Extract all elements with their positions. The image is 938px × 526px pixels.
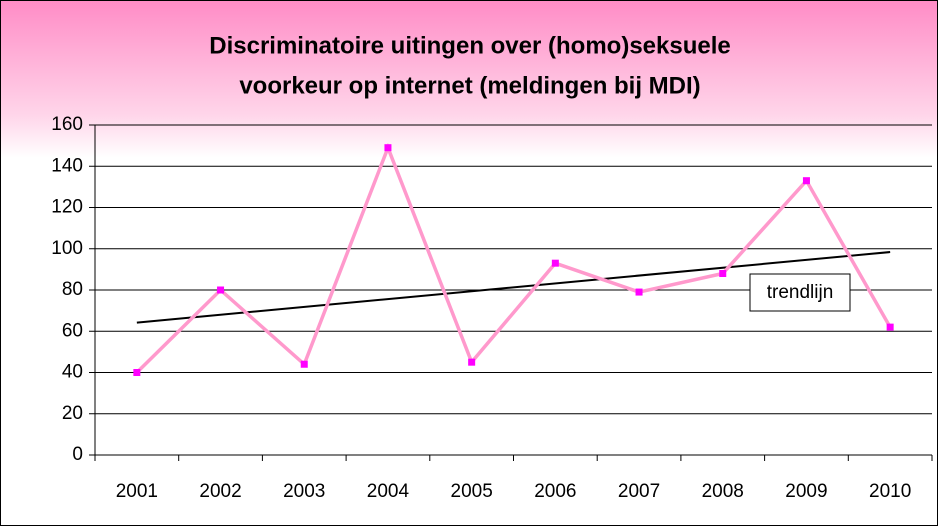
x-tick-label: 2003 xyxy=(283,481,325,502)
x-tick-label: 2004 xyxy=(367,481,410,502)
x-tick-label: 2006 xyxy=(534,481,576,502)
annotation-box xyxy=(749,273,851,312)
y-tick-label: 120 xyxy=(51,197,83,218)
data-point xyxy=(217,286,225,294)
y-tick-label: 0 xyxy=(72,444,83,465)
data-point xyxy=(802,177,810,185)
x-tick-label: 2005 xyxy=(451,481,493,502)
data-point xyxy=(133,369,141,376)
data-point xyxy=(719,270,727,277)
y-tick-label: 20 xyxy=(62,403,83,424)
data-point xyxy=(468,358,476,366)
y-tick-label: 160 xyxy=(51,114,83,135)
y-tick-label: 80 xyxy=(62,279,83,300)
data-point xyxy=(635,288,643,296)
data-point xyxy=(384,144,392,152)
annotation: trendlijn xyxy=(767,282,834,303)
x-tick-label: 2002 xyxy=(199,481,241,502)
chart-title: voorkeur op internet (meldingen bij MDI) xyxy=(239,72,700,99)
y-tick-label: 140 xyxy=(51,155,83,176)
trendline xyxy=(136,251,891,324)
x-tick-label: 2007 xyxy=(618,481,660,502)
x-tick-label: 2001 xyxy=(116,481,158,502)
data-point xyxy=(300,360,308,368)
x-tick-label: 2010 xyxy=(869,481,911,502)
data-line xyxy=(135,142,892,374)
y-tick-label: 60 xyxy=(62,320,83,341)
chart-title: Discriminatoire uitingen over (homo)seks… xyxy=(209,32,730,59)
x-tick-label: 2008 xyxy=(702,481,744,502)
x-tick-label: 2009 xyxy=(785,481,827,502)
data-point xyxy=(886,323,894,331)
data-point xyxy=(551,259,559,267)
y-tick-label: 40 xyxy=(62,362,83,383)
y-tick-label: 100 xyxy=(51,238,83,259)
